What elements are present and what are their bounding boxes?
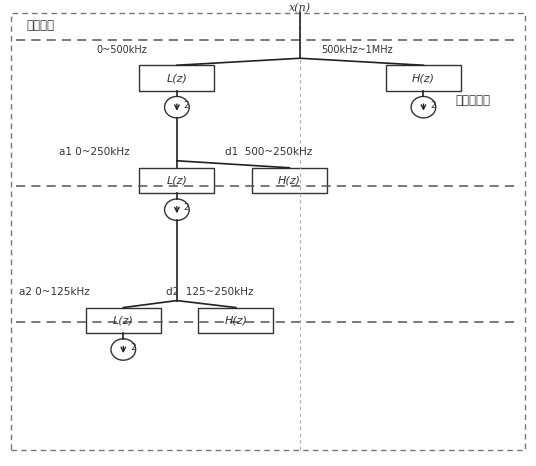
Bar xyxy=(386,65,461,91)
Text: H(z): H(z) xyxy=(278,176,301,185)
Text: 2: 2 xyxy=(130,343,136,352)
Text: a2 0~125kHz: a2 0~125kHz xyxy=(19,287,90,297)
Text: x(n): x(n) xyxy=(289,3,311,14)
Bar xyxy=(198,308,273,333)
Bar xyxy=(139,168,214,193)
Text: L(z): L(z) xyxy=(167,73,187,83)
Text: d1  500~250kHz: d1 500~250kHz xyxy=(225,147,312,157)
Bar xyxy=(86,308,161,333)
Text: 2: 2 xyxy=(430,101,436,110)
Text: H(z): H(z) xyxy=(412,73,435,83)
Text: H(z): H(z) xyxy=(225,315,247,325)
Text: 小波包分解: 小波包分解 xyxy=(456,94,490,107)
Text: 0~500kHz: 0~500kHz xyxy=(96,45,147,55)
Text: 500kHz~1MHz: 500kHz~1MHz xyxy=(322,45,393,55)
Text: 2: 2 xyxy=(184,203,189,212)
Text: L(z): L(z) xyxy=(167,176,187,185)
Bar xyxy=(139,65,214,91)
Text: a1 0~250kHz: a1 0~250kHz xyxy=(59,147,130,157)
Bar xyxy=(252,168,327,193)
Text: 2: 2 xyxy=(184,101,189,110)
Text: d2  125~250kHz: d2 125~250kHz xyxy=(166,287,254,297)
Text: L(z): L(z) xyxy=(113,315,133,325)
Text: 小波分解: 小波分解 xyxy=(27,19,55,32)
